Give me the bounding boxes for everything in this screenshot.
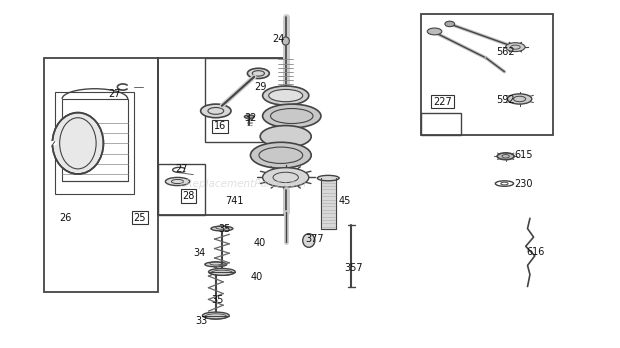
Text: 40: 40 (254, 238, 267, 248)
Text: 741: 741 (225, 196, 243, 206)
Ellipse shape (282, 37, 290, 45)
Ellipse shape (317, 175, 339, 181)
Text: 27: 27 (175, 164, 187, 174)
Text: 32: 32 (244, 113, 257, 123)
Ellipse shape (247, 68, 269, 79)
Bar (44, 58, 158, 292)
Ellipse shape (263, 86, 309, 105)
Text: 592: 592 (497, 95, 515, 105)
Text: 377: 377 (306, 235, 324, 245)
Ellipse shape (208, 268, 235, 275)
Ellipse shape (166, 177, 190, 185)
Text: 29: 29 (254, 82, 267, 92)
Ellipse shape (507, 94, 532, 104)
Bar (205, 58, 285, 142)
Text: 26: 26 (60, 213, 72, 223)
Ellipse shape (52, 113, 104, 174)
Ellipse shape (205, 262, 227, 267)
Text: 16: 16 (214, 121, 226, 131)
Text: 616: 616 (527, 247, 545, 257)
Ellipse shape (497, 153, 514, 160)
Text: 24: 24 (272, 34, 285, 44)
Text: 45: 45 (339, 196, 352, 206)
Text: 562: 562 (497, 47, 515, 57)
Bar (158, 58, 285, 215)
Text: 33: 33 (196, 316, 208, 326)
Text: 227: 227 (433, 97, 452, 107)
Ellipse shape (201, 104, 231, 118)
Bar (158, 164, 205, 215)
Text: 357: 357 (345, 263, 363, 273)
Bar (55, 92, 134, 195)
Bar (420, 113, 461, 135)
Ellipse shape (211, 226, 233, 231)
Ellipse shape (303, 234, 315, 247)
Text: 27: 27 (108, 89, 121, 99)
Ellipse shape (506, 43, 525, 52)
Text: 40: 40 (250, 272, 263, 282)
Ellipse shape (250, 142, 311, 168)
Ellipse shape (268, 89, 303, 102)
Text: 615: 615 (515, 150, 533, 160)
Ellipse shape (203, 312, 229, 319)
Text: 230: 230 (515, 179, 533, 189)
Ellipse shape (260, 126, 311, 148)
Text: 35: 35 (211, 295, 224, 305)
Text: 25: 25 (134, 213, 146, 223)
Text: 34: 34 (193, 248, 206, 258)
Ellipse shape (244, 115, 254, 118)
Ellipse shape (263, 104, 321, 128)
Text: 35: 35 (219, 224, 231, 234)
Text: eReplacementParts.com: eReplacementParts.com (180, 179, 307, 189)
Ellipse shape (263, 168, 309, 187)
Text: 28: 28 (182, 191, 195, 201)
Ellipse shape (427, 28, 442, 35)
Bar (62, 99, 128, 181)
Bar (420, 14, 553, 135)
Ellipse shape (445, 21, 454, 27)
